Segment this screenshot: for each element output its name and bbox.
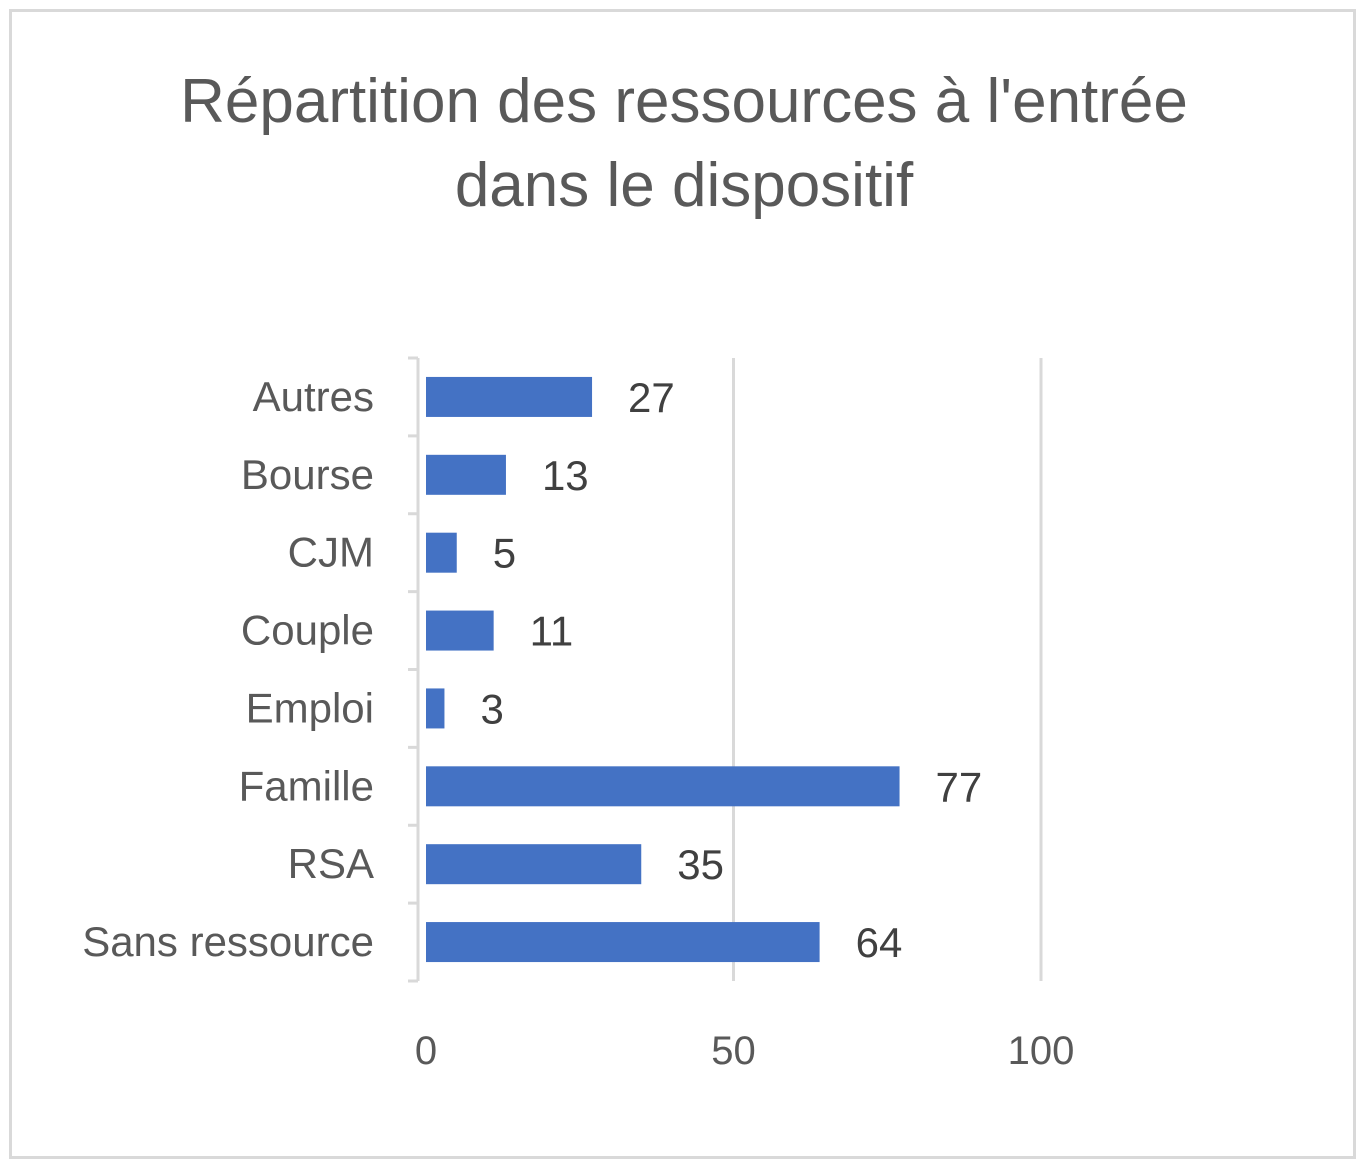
category-label: Famille (239, 762, 374, 809)
bar-emploi (426, 688, 445, 729)
bars (426, 376, 900, 963)
data-label: 11 (530, 608, 574, 655)
x-tick-label-100: 100 (1008, 1029, 1075, 1073)
data-label: 5 (493, 530, 516, 577)
chart-title-line: dans le dispositif (454, 151, 914, 220)
chart-frame (9, 9, 1356, 1159)
bar-sans-ressource (426, 922, 820, 963)
category-label: Emploi (246, 684, 374, 731)
gridlines (732, 358, 1043, 981)
category-label: RSA (288, 840, 374, 887)
category-labels: Autres Bourse CJM Couple Emploi Famille RSA San… (82, 373, 374, 965)
x-tick-label-50: 50 (711, 1029, 756, 1073)
chart-title: Répartition des ressources à l'entrée dan… (0, 60, 1368, 228)
data-labels: 27 13 5 11 3 77 35 64 (480, 374, 982, 966)
bar-cjm (426, 532, 457, 573)
category-label: Autres (253, 373, 374, 420)
chart-title-line: Répartition des ressources à l'entrée (180, 67, 1188, 136)
y-axis (408, 356, 420, 983)
data-label: 35 (677, 841, 724, 888)
x-tick-label-0: 0 (415, 1029, 437, 1073)
category-label: Sans ressource (82, 918, 374, 965)
bar-rsa (426, 844, 642, 885)
data-label: 27 (628, 374, 675, 421)
bar-bourse (426, 454, 506, 495)
category-label: Couple (241, 607, 374, 654)
bar-autres (426, 376, 593, 417)
x-tick-labels: 0 50 100 (415, 1029, 1075, 1073)
category-label: Bourse (241, 451, 374, 498)
data-label: 3 (480, 685, 503, 732)
data-label: 13 (542, 452, 589, 499)
category-label: CJM (288, 529, 374, 576)
data-label: 77 (936, 763, 983, 810)
bar-couple (426, 610, 494, 651)
data-label: 64 (856, 919, 903, 966)
bar-famille (426, 766, 900, 807)
